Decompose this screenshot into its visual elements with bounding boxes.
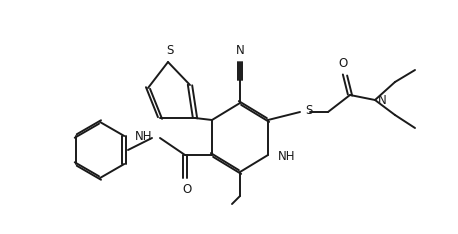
Text: N: N	[378, 95, 387, 107]
Text: O: O	[182, 183, 191, 196]
Text: NH: NH	[278, 150, 295, 164]
Text: S: S	[305, 105, 312, 117]
Text: S: S	[166, 44, 174, 57]
Text: N: N	[235, 44, 245, 57]
Text: O: O	[338, 57, 348, 70]
Text: NH: NH	[135, 129, 152, 143]
